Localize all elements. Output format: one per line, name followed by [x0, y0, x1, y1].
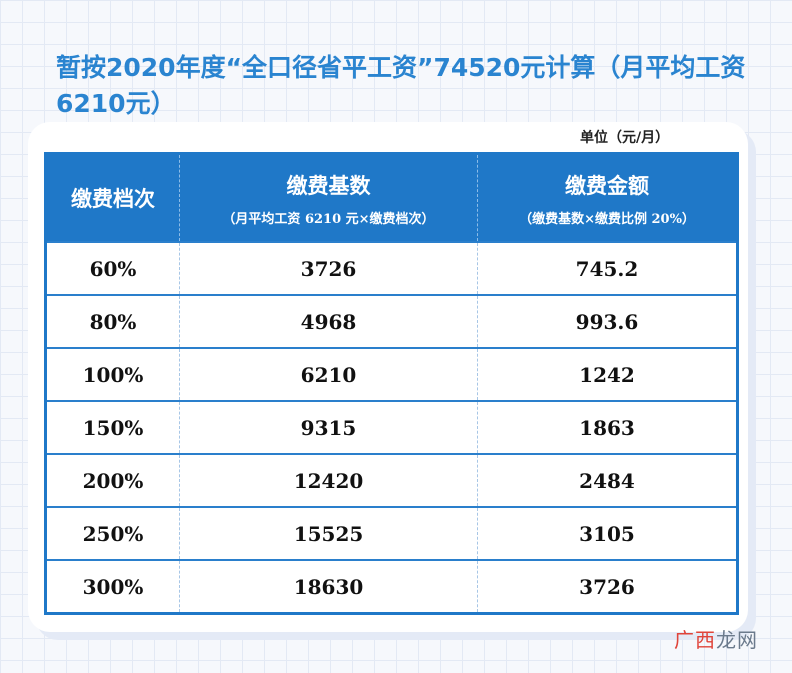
- table-row: 80% 4968 993.6: [45, 294, 738, 348]
- cell-base: 12420: [179, 453, 478, 507]
- cell-level: 60%: [45, 241, 180, 295]
- header-base-formula: （月平均工资 6210 元×缴费档次）: [222, 211, 435, 227]
- cell-base: 3726: [179, 241, 478, 295]
- watermark-accent: 广西: [674, 628, 716, 652]
- cell-level: 100%: [45, 347, 180, 401]
- cell-amount: 1863: [477, 400, 738, 454]
- watermark: 广西龙网: [674, 624, 758, 653]
- cell-amount: 1242: [477, 347, 738, 401]
- cell-base: 15525: [179, 506, 478, 560]
- table-row: 250% 15525 3105: [45, 506, 738, 560]
- cell-base: 6210: [179, 347, 478, 401]
- header-base: 缴费基数 （月平均工资 6210 元×缴费档次）: [179, 153, 478, 242]
- cell-level: 250%: [45, 506, 180, 560]
- cell-base: 4968: [179, 294, 478, 348]
- cell-level: 80%: [45, 294, 180, 348]
- cell-amount: 745.2: [477, 241, 738, 295]
- header-base-label: 缴费基数: [286, 173, 371, 198]
- header-amount-formula: （缴费基数×缴费比例 20%）: [519, 211, 695, 227]
- header-level-label: 缴费档次: [71, 187, 155, 211]
- table-row: 200% 12420 2484: [45, 453, 738, 507]
- table-row: 300% 18630 3726: [45, 559, 738, 614]
- cell-level: 300%: [45, 559, 180, 614]
- header-amount-label: 缴费金额: [565, 173, 649, 198]
- cell-level: 200%: [45, 453, 180, 507]
- cell-amount: 993.6: [477, 294, 738, 348]
- watermark-rest: 龙网: [716, 628, 758, 652]
- table-row: 100% 6210 1242: [45, 347, 738, 401]
- header-amount: 缴费金额 （缴费基数×缴费比例 20%）: [477, 153, 738, 242]
- cell-level: 150%: [45, 400, 180, 454]
- page-title: 暂按2020年度“全口径省平工资”74520元计算（月平均工资6210元）: [56, 53, 746, 118]
- table-header-row: 缴费档次 缴费基数 （月平均工资 6210 元×缴费档次） 缴费金额 （缴费基数…: [45, 153, 738, 242]
- cell-base: 18630: [179, 559, 478, 614]
- unit-label: 单位（元/月）: [580, 130, 670, 146]
- table-row: 150% 9315 1863: [45, 400, 738, 454]
- cell-amount: 2484: [477, 453, 738, 507]
- cell-amount: 3105: [477, 506, 738, 560]
- fee-table: 缴费档次 缴费基数 （月平均工资 6210 元×缴费档次） 缴费金额 （缴费基数…: [44, 152, 739, 615]
- header-level: 缴费档次: [45, 153, 180, 242]
- table-row: 60% 3726 745.2: [45, 241, 738, 295]
- cell-amount: 3726: [477, 559, 738, 614]
- cell-base: 9315: [179, 400, 478, 454]
